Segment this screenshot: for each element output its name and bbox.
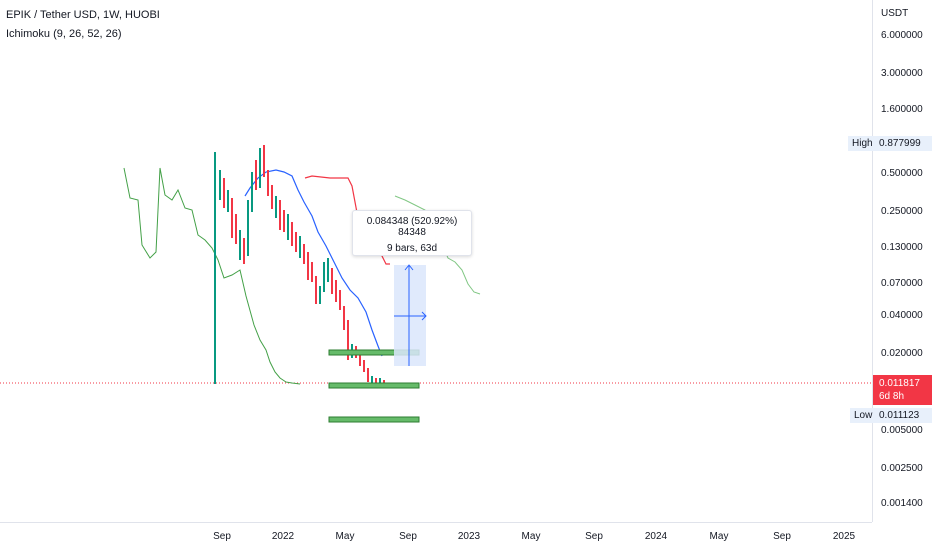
time-tick: 2024 [644,531,668,542]
high-value: 0.877999 [873,136,932,151]
candle [231,198,233,238]
candle [363,360,365,372]
candle [339,290,341,310]
time-tick: Sep [213,531,231,542]
candle [279,200,281,230]
arrow-right-icon [421,311,427,321]
candle [295,232,297,252]
candle [303,244,305,264]
candle [227,190,229,212]
candle [323,262,325,292]
time-tick: 2023 [457,531,481,542]
candle [219,170,221,200]
candle [331,268,333,294]
lagging-span-line [123,167,301,385]
chart-canvas[interactable] [0,0,872,522]
price-tick: 3.000000 [881,68,923,79]
price-tick: 0.005000 [881,425,923,436]
candle [375,378,377,384]
time-axis[interactable]: Sep 2022 May Sep 2023 May Sep 2024 May S… [0,522,872,551]
candle [311,262,313,282]
candle [235,214,237,244]
time-tick: 2025 [832,531,856,542]
candle [347,320,349,360]
low-value: 0.011123 [873,408,932,423]
price-tick: 0.250000 [881,206,923,217]
price-tick: 0.500000 [881,168,923,179]
candle [291,222,293,246]
price-tick: 0.020000 [881,348,923,359]
spike-candle [214,152,216,384]
time-tick: 2022 [271,531,295,542]
candle [223,178,225,208]
price-tick: 1.600000 [881,104,923,115]
candle [283,210,285,232]
candles [219,145,385,384]
candle [271,185,273,209]
measure-duration: 9 bars, 63d [386,243,438,254]
candle [359,354,361,366]
measure-change: 0.084348 (520.92%) 84348 [366,216,458,238]
candle [307,252,309,280]
measure-tooltip: 0.084348 (520.92%) 84348 9 bars, 63d [352,210,472,256]
price-tick: 0.001400 [881,498,923,509]
candle [383,380,385,384]
time-tick: May [335,531,355,542]
candle [335,280,337,302]
candle [259,148,261,188]
bar-countdown: 6d 8h [879,391,905,402]
candle [287,214,289,240]
last-price-label: 0.011817 6d 8h [873,375,932,405]
candle [343,306,345,330]
time-tick: Sep [585,531,603,542]
candle [251,172,253,212]
candle [371,376,373,384]
price-tick: 0.130000 [881,242,923,253]
support-zone-mid[interactable] [328,382,420,389]
candle [255,160,257,190]
candle [275,196,277,218]
candle [367,368,369,382]
candle [267,170,269,196]
high-tag: High [848,136,877,151]
candle [379,378,381,384]
chart-pane[interactable]: EPIK / Tether USD, 1W, HUOBI Ichimoku (9… [0,0,872,522]
price-tick: 0.040000 [881,310,923,321]
candle [239,230,241,260]
candle [327,258,329,282]
arrow-up-icon [404,264,414,271]
candle [247,200,249,256]
price-axis[interactable]: USDT 6.000000 3.000000 1.600000 0.500000… [872,0,932,522]
support-zone-low[interactable] [328,416,420,423]
candle [263,145,265,177]
candle [243,238,245,264]
time-tick: May [709,531,729,542]
candle [299,236,301,258]
indicator-legend[interactable]: Ichimoku (9, 26, 52, 26) [6,28,122,40]
price-tick: 0.070000 [881,278,923,289]
conversion-line [244,169,383,357]
time-tick: Sep [773,531,791,542]
time-tick: Sep [399,531,417,542]
price-tick: 6.000000 [881,30,923,41]
low-tag: Low [850,408,877,423]
candle [319,286,321,304]
symbol-legend[interactable]: EPIK / Tether USD, 1W, HUOBI [6,9,160,21]
axis-unit: USDT [881,8,909,19]
price-tick: 0.002500 [881,463,923,474]
candle [315,276,317,304]
last-price-value: 0.011817 [879,378,920,389]
time-tick: May [521,531,541,542]
